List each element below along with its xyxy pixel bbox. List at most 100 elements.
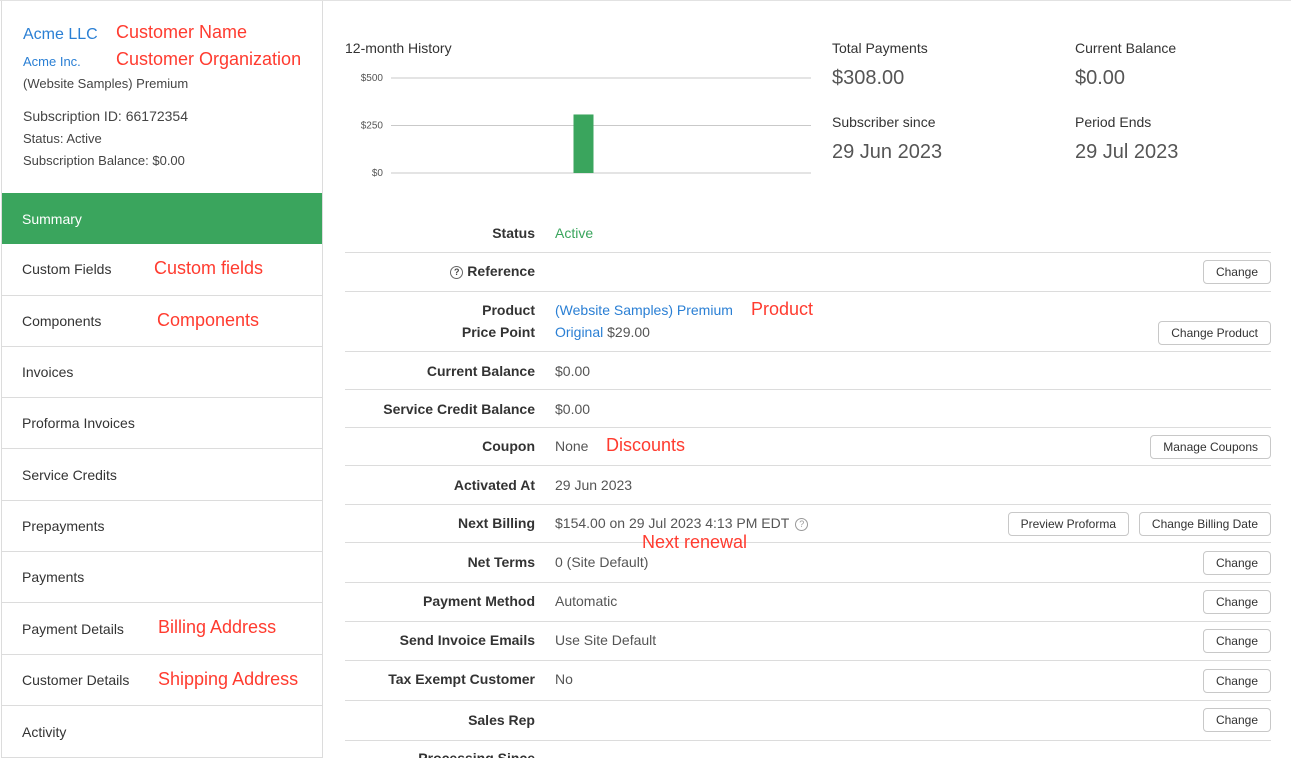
net-terms-value: 0 (Site Default) — [555, 554, 649, 570]
period-ends-label: Period Ends — [1075, 114, 1152, 130]
change-send-invoice-button[interactable]: Change — [1202, 629, 1271, 653]
history-chart-title: 12-month History — [345, 40, 452, 56]
preview-proforma-button[interactable]: Preview Proforma — [1007, 512, 1129, 536]
change-tax-exempt-button[interactable]: Change — [1202, 669, 1271, 693]
nav-label: Activity — [22, 723, 67, 740]
subscription-id: Subscription ID: 66172354 — [23, 108, 188, 124]
product-link[interactable]: (Website Samples) Premium — [555, 302, 733, 318]
change-reference-button[interactable]: Change — [1202, 260, 1271, 284]
detail-row-next-billing: Next Billing $154.00 on 29 Jul 2023 4:13… — [345, 505, 1271, 552]
sales-rep-label: Sales Rep — [468, 712, 535, 728]
reference-label-text: Reference — [467, 263, 535, 279]
total-payments-value: $308.00 — [832, 67, 905, 89]
detail-row-send-invoice-emails: Send Invoice Emails Use Site Default Cha… — [345, 622, 1271, 661]
nav-item-payment-details[interactable]: Payment Details Billing Address — [2, 603, 322, 655]
coupon-label: Coupon — [482, 438, 535, 454]
price-point-amount: $29.00 — [607, 324, 650, 340]
current-balance-value: $0.00 — [1075, 67, 1126, 89]
history-chart: $500 $250 $0 — [361, 73, 811, 179]
next-billing-text: $154.00 on 29 Jul 2023 4:13 PM EDT — [555, 515, 790, 531]
subscription-status: Status: Active — [23, 131, 102, 146]
detail-row-activated: Activated At 29 Jun 2023 — [345, 466, 1271, 505]
change-payment-method-button[interactable]: Change — [1202, 590, 1271, 614]
detail-row-net-terms: Net Terms 0 (Site Default) Change — [345, 543, 1271, 583]
net-terms-label: Net Terms — [467, 554, 535, 570]
annotation-next-renewal: Next renewal — [642, 532, 748, 552]
change-product-button[interactable]: Change Product — [1158, 321, 1271, 345]
service-credit-value: $0.00 — [555, 401, 591, 417]
annotation-components: Components — [157, 309, 260, 330]
nav-item-components[interactable]: Components Components — [2, 296, 322, 347]
nav-item-custom-fields[interactable]: Custom Fields Custom fields — [2, 244, 322, 296]
change-sales-rep-button[interactable]: Change — [1202, 708, 1271, 732]
detail-row-current-balance: Current Balance $0.00 — [345, 352, 1271, 390]
current-balance-detail-label: Current Balance — [426, 363, 535, 379]
tax-exempt-label: Tax Exempt Customer — [388, 671, 535, 687]
payment-method-label: Payment Method — [422, 593, 535, 609]
annotation-customer-organization: Customer Organization — [116, 49, 302, 69]
status-value: Active — [555, 225, 594, 241]
reference-label: ? Reference — [450, 263, 535, 279]
customer-organization-link[interactable]: Acme Inc. — [23, 54, 81, 69]
annotation-custom-fields: Custom fields — [154, 258, 264, 279]
nav-item-customer-details[interactable]: Customer Details Shipping Address — [2, 655, 322, 706]
nav-item-payments[interactable]: Payments — [2, 552, 322, 604]
detail-row-reference: ? Reference Change — [345, 253, 1271, 292]
top-border — [0, 0, 1291, 1]
chart-y-tick-label: $0 — [372, 168, 384, 179]
customer-plan: (Website Samples) Premium — [23, 76, 189, 91]
service-credit-label: Service Credit Balance — [383, 401, 535, 417]
nav-item-service-credits[interactable]: Service Credits — [2, 449, 322, 501]
nav-item-summary[interactable]: Summary — [2, 193, 322, 245]
nav-label: Payments — [22, 569, 85, 586]
price-point-label: Price Point — [461, 324, 535, 340]
nav-label: Proforma Invoices — [22, 415, 135, 432]
annotation-discounts: Discounts — [606, 435, 686, 455]
subscriber-since-value: 29 Jun 2023 — [832, 141, 943, 163]
annotation-shipping-address: Shipping Address — [158, 668, 299, 689]
nav-label: Components — [22, 312, 102, 329]
change-billing-date-button[interactable]: Change Billing Date — [1138, 512, 1271, 536]
detail-row-status: Status Active — [345, 214, 1271, 253]
chart-y-tick-label: $500 — [361, 73, 384, 84]
next-billing-label: Next Billing — [457, 515, 535, 531]
price-point-link[interactable]: Original — [555, 324, 604, 340]
next-billing-value: $154.00 on 29 Jul 2023 4:13 PM EDT? — [555, 515, 809, 531]
price-point-value: Original $29.00 — [555, 324, 650, 340]
change-net-terms-button[interactable]: Change — [1202, 551, 1271, 575]
product-label: Product — [482, 302, 535, 318]
help-icon[interactable]: ? — [795, 518, 809, 531]
chart-bar[interactable] — [573, 114, 594, 173]
annotation-product: Product — [751, 299, 814, 319]
customer-name-link[interactable]: Acme LLC — [23, 26, 98, 43]
current-balance-label: Current Balance — [1075, 40, 1177, 56]
nav-label: Customer Details — [22, 671, 130, 688]
main-content: 12-month History $500 $250 $0 Total Paymen… — [345, 0, 1271, 758]
tax-exempt-value: No — [555, 671, 573, 687]
annotation-customer-name: Customer Name — [116, 22, 248, 42]
detail-row-sales-rep: Sales Rep Change — [345, 701, 1271, 741]
help-icon[interactable]: ? — [450, 266, 464, 279]
manage-coupons-button[interactable]: Manage Coupons — [1150, 435, 1271, 459]
nav-label: Prepayments — [22, 517, 105, 534]
nav-item-proforma-invoices[interactable]: Proforma Invoices — [2, 398, 322, 450]
annotation-billing-address: Billing Address — [158, 617, 277, 638]
nav-item-prepayments[interactable]: Prepayments — [2, 501, 322, 553]
send-invoice-emails-label: Send Invoice Emails — [399, 632, 535, 648]
nav-label: Payment Details — [22, 620, 124, 637]
send-invoice-emails-value: Use Site Default — [555, 632, 657, 648]
status-label: Status — [492, 225, 535, 241]
period-ends-value: 29 Jul 2023 — [1075, 141, 1179, 163]
subscriber-since-label: Subscriber since — [832, 114, 936, 130]
sidebar-nav: Summary Custom Fields Custom fields Compo… — [2, 193, 322, 757]
coupon-value: None — [555, 438, 589, 454]
detail-row-service-credit: Service Credit Balance $0.00 — [345, 390, 1271, 428]
nav-label: Service Credits — [22, 466, 117, 483]
payment-method-value: Automatic — [555, 593, 618, 609]
detail-row-payment-method: Payment Method Automatic Change — [345, 583, 1271, 622]
nav-item-activity[interactable]: Activity — [2, 706, 322, 757]
chart-y-tick-label: $250 — [361, 121, 384, 132]
total-payments-label: Total Payments — [832, 40, 928, 56]
current-balance-detail-value: $0.00 — [555, 363, 591, 379]
nav-item-invoices[interactable]: Invoices — [2, 347, 322, 399]
